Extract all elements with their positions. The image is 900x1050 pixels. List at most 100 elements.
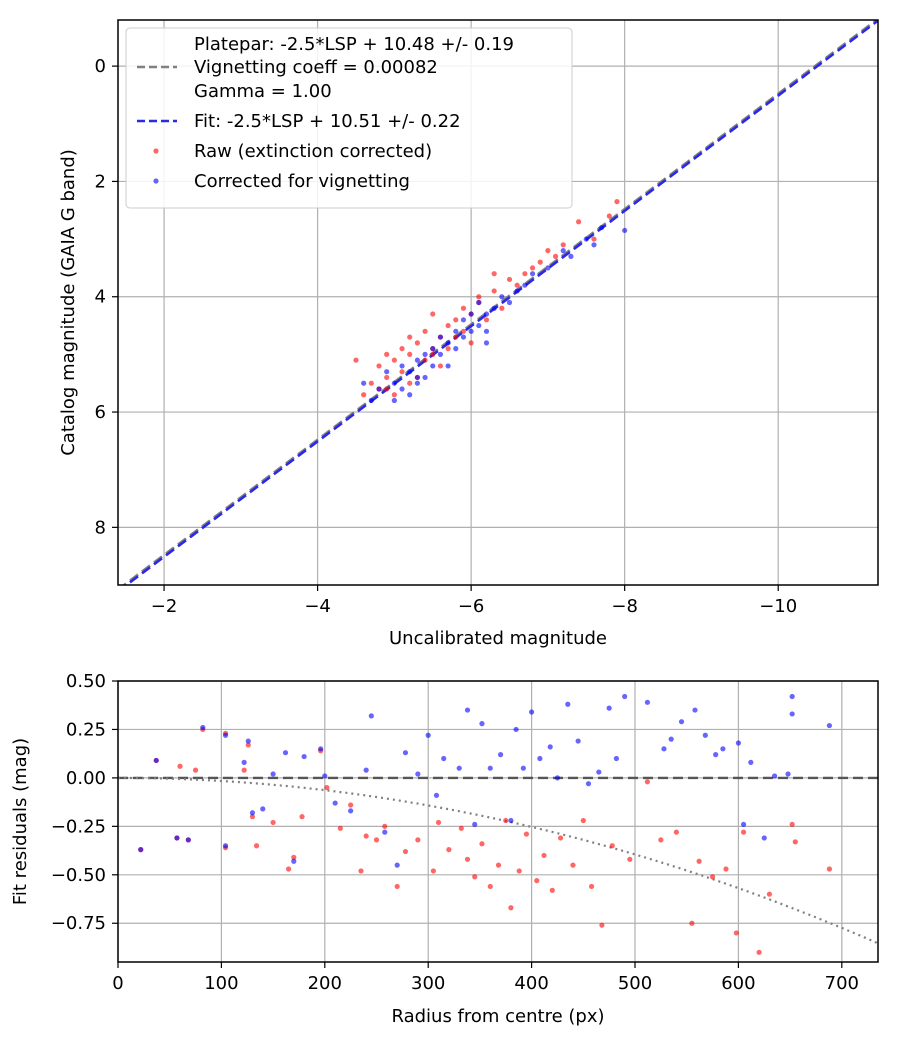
data-point-raw-extinction-corrected: [514, 282, 520, 288]
fit-line-platepar: [121, 20, 878, 585]
data-point-corrected-for-vignetting: [522, 282, 528, 288]
data-point-raw-extinction-corrected: [756, 949, 762, 955]
legend-label: Vignetting coeff = 0.00082: [194, 57, 438, 78]
data-point-raw-extinction-corrected: [177, 763, 183, 769]
data-point-corrected-for-vignetting: [402, 750, 409, 756]
data-point-raw-extinction-corrected: [453, 334, 459, 340]
x-tick-label: 600: [721, 973, 755, 994]
y-tick-label: 0.25: [66, 719, 106, 740]
data-point-corrected-for-vignetting: [596, 769, 602, 775]
data-point-raw-extinction-corrected: [445, 322, 451, 329]
data-point-corrected-for-vignetting: [575, 738, 581, 744]
data-point-corrected-for-vignetting: [529, 709, 535, 715]
data-point-raw-extinction-corrected: [249, 814, 256, 820]
data-point-raw-extinction-corrected: [499, 305, 505, 311]
data-point-corrected-for-vignetting: [476, 299, 482, 306]
data-point-raw-extinction-corrected: [476, 294, 482, 300]
bottom-y-axis-label: Fit residuals (mag): [10, 738, 31, 905]
data-point-corrected-for-vignetting: [433, 792, 440, 798]
data-point-raw-extinction-corrected: [689, 920, 695, 926]
data-point-raw-extinction-corrected: [414, 340, 420, 346]
data-point-raw-extinction-corrected: [588, 883, 595, 890]
data-point-corrected-for-vignetting: [260, 806, 266, 812]
legend-label: Platepar: -2.5*LSP + 10.48 +/- 0.19: [194, 34, 514, 55]
data-point-corrected-for-vignetting: [368, 713, 374, 719]
x-tick-label: 700: [825, 973, 859, 994]
data-point-corrected-for-vignetting: [441, 755, 447, 762]
data-point-corrected-for-vignetting: [453, 328, 459, 334]
data-point-corrected-for-vignetting: [644, 699, 651, 705]
y-tick-label: 6: [95, 402, 106, 423]
data-point-raw-extinction-corrected: [479, 841, 485, 847]
data-point-corrected-for-vignetting: [249, 810, 256, 816]
data-point-corrected-for-vignetting: [414, 357, 420, 363]
data-point-raw-extinction-corrected: [591, 236, 597, 242]
data-point-raw-extinction-corrected: [394, 883, 400, 890]
data-point-raw-extinction-corrected: [537, 259, 543, 265]
data-point-corrected-for-vignetting: [245, 738, 251, 744]
top-fit-lines: [121, 20, 878, 585]
data-point-raw-extinction-corrected: [529, 265, 536, 271]
data-point-corrected-for-vignetting: [456, 765, 462, 771]
data-point-raw-extinction-corrected: [733, 930, 739, 936]
data-point-raw-extinction-corrected: [522, 271, 528, 277]
data-point-corrected-for-vignetting: [382, 829, 388, 835]
data-point-raw-extinction-corrected: [472, 874, 478, 880]
top-y-axis-label: Catalog magnitude (GAIA G band): [58, 149, 79, 456]
data-point-raw-extinction-corrected: [740, 829, 747, 835]
data-point-raw-extinction-corrected: [599, 922, 605, 928]
data-point-raw-extinction-corrected: [503, 817, 509, 824]
x-tick-label: −10: [759, 596, 797, 617]
data-point-corrected-for-vignetting: [422, 351, 428, 357]
data-point-corrected-for-vignetting: [430, 363, 436, 369]
data-point-raw-extinction-corrected: [552, 253, 559, 259]
y-tick-label: 0.50: [66, 671, 106, 692]
data-point-raw-extinction-corrected: [192, 767, 199, 773]
fit-line-fit: [124, 20, 878, 585]
data-point-corrected-for-vignetting: [483, 328, 490, 334]
data-point-raw-extinction-corrected: [516, 868, 522, 874]
data-point-raw-extinction-corrected: [506, 276, 513, 283]
data-point-corrected-for-vignetting: [565, 701, 571, 707]
data-point-corrected-for-vignetting: [348, 808, 354, 814]
data-point-corrected-for-vignetting: [585, 781, 592, 787]
fit-residuals-chart: 0 100 200 300 400 500 600 700 0.50 0.25 0.00 −0.25 −…: [10, 671, 879, 1027]
x-tick-label: −8: [611, 596, 638, 617]
data-point-raw-extinction-corrected: [609, 843, 615, 849]
data-point-corrected-for-vignetting: [394, 862, 400, 868]
data-point-raw-extinction-corrected: [384, 351, 390, 357]
y-tick-label: 2: [95, 171, 106, 192]
x-tick-label: 200: [308, 973, 342, 994]
x-tick-label: −2: [151, 596, 178, 617]
legend-marker-swatch: [153, 178, 159, 184]
data-point-raw-extinction-corrected: [422, 328, 428, 334]
bottom-x-axis-label: Radius from centre (px): [391, 1006, 604, 1027]
data-point-corrected-for-vignetting: [376, 386, 382, 392]
data-point-corrected-for-vignetting: [583, 236, 589, 242]
data-point-raw-extinction-corrected: [723, 866, 729, 872]
data-point-corrected-for-vignetting: [445, 340, 451, 346]
data-point-corrected-for-vignetting: [460, 317, 467, 323]
data-point-corrected-for-vignetting: [399, 386, 405, 392]
data-point-raw-extinction-corrected: [534, 878, 540, 884]
data-point-raw-extinction-corrected: [491, 288, 497, 294]
data-point-corrected-for-vignetting: [407, 392, 413, 398]
data-point-corrected-for-vignetting: [138, 847, 144, 853]
data-point-corrected-for-vignetting: [789, 711, 795, 717]
data-point-raw-extinction-corrected: [446, 847, 452, 853]
data-point-raw-extinction-corrected: [541, 852, 547, 859]
data-point-corrected-for-vignetting: [414, 380, 420, 386]
data-point-corrected-for-vignetting: [537, 755, 543, 762]
data-point-raw-extinction-corrected: [363, 833, 369, 839]
y-tick-label: −0.50: [51, 865, 106, 886]
data-point-corrected-for-vignetting: [499, 294, 505, 300]
data-point-corrected-for-vignetting: [761, 835, 767, 841]
top-plot-frame: [117, 19, 879, 586]
data-point-raw-extinction-corrected: [384, 374, 390, 381]
data-point-raw-extinction-corrected: [435, 819, 442, 826]
data-point-corrected-for-vignetting: [391, 397, 397, 404]
data-point-raw-extinction-corrected: [606, 213, 612, 219]
data-point-corrected-for-vignetting: [735, 740, 742, 746]
data-point-raw-extinction-corrected: [422, 357, 428, 363]
